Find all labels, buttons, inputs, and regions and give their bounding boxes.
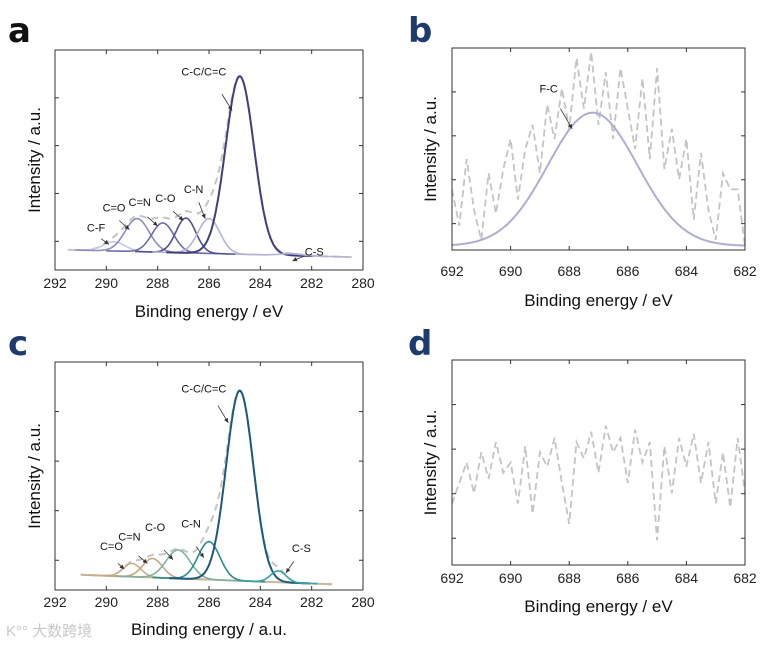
arrow-head-icon — [292, 257, 298, 262]
x-tick-label: 684 — [675, 570, 699, 586]
peak-label: C-O — [145, 522, 166, 534]
x-tick-label: 286 — [197, 275, 221, 291]
plot-area — [452, 51, 745, 247]
fit-peak-cccc — [169, 389, 311, 585]
x-tick-label: 682 — [733, 263, 757, 279]
x-tick-label: 292 — [43, 275, 67, 291]
arrow-head-icon — [199, 552, 204, 558]
y-axis-label: Intensity / a.u. — [25, 107, 44, 213]
arrow-head-icon — [224, 417, 229, 423]
x-tick-label: 282 — [300, 275, 324, 291]
plot-area — [80, 388, 333, 586]
x-tick-label: 284 — [249, 275, 273, 291]
panel-letter: d — [408, 324, 432, 364]
x-tick-label: 288 — [146, 275, 170, 291]
arrow-head-icon — [168, 554, 174, 560]
fit-peak-cccc — [166, 75, 313, 258]
arrow-head-icon — [178, 215, 184, 221]
plot-area — [452, 425, 745, 541]
x-tick-label: 688 — [558, 570, 582, 586]
arrow-head-icon — [567, 123, 573, 129]
fit-peak-cs — [238, 570, 318, 585]
axes-frame — [451, 47, 746, 251]
arrow-head-icon — [124, 225, 130, 230]
panel-b: b F-C 692 690 688 686 684 682 Binding energy / e… — [408, 11, 757, 310]
x-tick-label: 682 — [733, 570, 757, 586]
x-tick-label: 284 — [249, 594, 273, 610]
peak-label: C=N — [129, 197, 151, 209]
panel-d: d 692 690 688 686 684 682 Binding energy / eV In… — [408, 324, 757, 616]
x-tick-label: 290 — [95, 275, 119, 291]
peak-label: C-N — [181, 518, 201, 530]
x-tick-label: 684 — [675, 263, 699, 279]
x-tick-label: 280 — [351, 594, 375, 610]
x-tick-label: 692 — [440, 570, 464, 586]
fit-peak-cs — [234, 252, 348, 258]
panel-letter: b — [408, 11, 432, 51]
peak-label: C=O — [103, 202, 126, 214]
fit-peak-co — [116, 549, 241, 582]
x-axis-label: Binding energy / eV — [135, 302, 284, 321]
arrow-head-icon — [142, 558, 148, 564]
fit-peak-cn — [152, 540, 266, 583]
panel-letter: c — [8, 324, 28, 364]
peak-label: C-F — [87, 223, 106, 235]
x-tick-label: 290 — [95, 594, 119, 610]
x-tick-label: 688 — [558, 263, 582, 279]
x-tick-label: 280 — [351, 275, 375, 291]
x-tick-label: 286 — [197, 594, 221, 610]
fit-peak-cn — [106, 222, 219, 255]
x-tick-label: 690 — [499, 263, 523, 279]
y-axis-label: Intensity / a.u. — [421, 410, 440, 516]
arrow-head-icon — [227, 105, 233, 111]
arrow-head-icon — [119, 564, 125, 570]
raw-data-line — [452, 51, 745, 247]
arrow-head-icon — [286, 567, 291, 573]
x-tick-label: 292 — [43, 594, 67, 610]
x-axis-label: Binding energy / eV — [524, 291, 673, 310]
y-axis-label: Intensity / a.u. — [421, 96, 440, 202]
peak-label: C=N — [118, 532, 140, 544]
x-axis-label: Binding energy / a.u. — [131, 620, 287, 639]
panel-letter: a — [8, 11, 31, 51]
peak-label: C-C/C=C — [181, 383, 226, 395]
peak-label: C-O — [155, 193, 176, 205]
panel-c: c C=OC=N C-O C-N C-C/C=C C-S 292 290 288 286 284 28… — [8, 324, 375, 639]
fit-peak-co — [134, 217, 237, 255]
panel-a: a C-F C=O C=N C-O C-N C-C/C=C C-S 292 290 288 286 28… — [8, 11, 375, 321]
plot-area — [67, 74, 354, 259]
x-axis-label: Binding energy / eV — [524, 597, 673, 616]
arrow-head-icon — [201, 213, 206, 219]
x-tick-label: 692 — [440, 263, 464, 279]
axes-frame — [451, 359, 746, 566]
axes-frame — [54, 361, 364, 591]
peak-label: C-S — [292, 543, 311, 555]
y-axis-label: Intensity / a.u. — [25, 423, 44, 529]
watermark: K°° 大数跨境 — [6, 622, 92, 640]
x-tick-label: 686 — [616, 263, 640, 279]
x-tick-label: 686 — [616, 570, 640, 586]
raw-data-line — [452, 425, 745, 541]
peak-label: C-N — [184, 184, 204, 196]
peak-label: C=O — [100, 541, 123, 553]
fit-peak-fc — [452, 111, 745, 247]
x-tick-label: 690 — [499, 570, 523, 586]
raw-data-line — [67, 74, 354, 259]
arrow-head-icon — [103, 239, 109, 245]
peak-label: C-C/C=C — [181, 67, 226, 79]
raw-data-line — [80, 388, 331, 586]
arrow-head-icon — [152, 221, 158, 226]
peak-label: F-C — [540, 83, 558, 95]
peak-label: C-S — [305, 246, 324, 258]
x-tick-label: 282 — [300, 594, 324, 610]
x-tick-label: 288 — [146, 594, 170, 610]
